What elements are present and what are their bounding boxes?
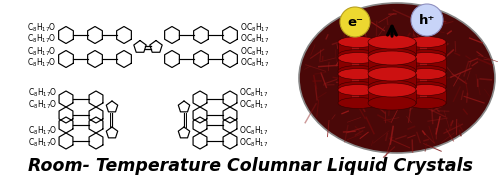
Ellipse shape	[406, 69, 446, 79]
Polygon shape	[420, 58, 427, 71]
Polygon shape	[368, 58, 416, 71]
Text: $\mathregular{OC_8H_{17}}$: $\mathregular{OC_8H_{17}}$	[240, 22, 269, 34]
Polygon shape	[406, 74, 446, 87]
Polygon shape	[368, 90, 416, 103]
Ellipse shape	[406, 81, 446, 93]
Polygon shape	[406, 58, 446, 71]
Text: $\mathregular{C_8H_{17}O}$: $\mathregular{C_8H_{17}O}$	[27, 33, 56, 45]
Ellipse shape	[406, 98, 446, 108]
Text: $\mathregular{C_8H_{17}O}$: $\mathregular{C_8H_{17}O}$	[28, 137, 57, 149]
Ellipse shape	[368, 48, 416, 62]
Ellipse shape	[368, 80, 416, 94]
Text: $\mathregular{OC_8H_{17}}$: $\mathregular{OC_8H_{17}}$	[240, 33, 269, 45]
Ellipse shape	[338, 84, 378, 96]
Ellipse shape	[406, 52, 446, 64]
Text: $\mathregular{OC_8H_{17}}$: $\mathregular{OC_8H_{17}}$	[240, 57, 269, 69]
Polygon shape	[406, 90, 446, 103]
Circle shape	[411, 4, 443, 36]
Polygon shape	[352, 42, 359, 55]
Ellipse shape	[338, 52, 378, 64]
Ellipse shape	[299, 3, 495, 153]
Ellipse shape	[338, 69, 378, 79]
Text: $\mathregular{OC_8H_{17}}$: $\mathregular{OC_8H_{17}}$	[239, 87, 268, 99]
Text: $\mathregular{C_8H_{17}O}$: $\mathregular{C_8H_{17}O}$	[27, 22, 56, 34]
Text: $\mathregular{C_8H_{17}O}$: $\mathregular{C_8H_{17}O}$	[28, 125, 57, 137]
Ellipse shape	[338, 98, 378, 108]
Ellipse shape	[368, 51, 416, 65]
Circle shape	[340, 7, 370, 37]
Ellipse shape	[406, 50, 446, 61]
Polygon shape	[368, 74, 416, 87]
Polygon shape	[385, 58, 393, 71]
Text: $\mathregular{C_8H_{17}O}$: $\mathregular{C_8H_{17}O}$	[27, 57, 56, 69]
Text: $\mathregular{OC_8H_{17}}$: $\mathregular{OC_8H_{17}}$	[240, 46, 269, 58]
Ellipse shape	[338, 50, 378, 61]
Ellipse shape	[368, 83, 416, 97]
Ellipse shape	[368, 67, 416, 81]
Polygon shape	[385, 90, 393, 103]
Polygon shape	[385, 74, 393, 87]
Polygon shape	[406, 42, 446, 55]
Ellipse shape	[338, 81, 378, 93]
Polygon shape	[385, 42, 393, 55]
Ellipse shape	[368, 35, 416, 49]
Text: $\mathregular{C_8H_{17}O}$: $\mathregular{C_8H_{17}O}$	[28, 87, 57, 99]
Text: $\mathregular{C_8H_{17}O}$: $\mathregular{C_8H_{17}O}$	[28, 99, 57, 111]
Ellipse shape	[338, 66, 378, 76]
Polygon shape	[420, 42, 427, 55]
Ellipse shape	[338, 37, 378, 47]
Ellipse shape	[368, 64, 416, 78]
Text: Room- Temperature Columnar Liquid Crystals: Room- Temperature Columnar Liquid Crysta…	[28, 157, 472, 175]
Text: $\mathregular{C_8H_{17}O}$: $\mathregular{C_8H_{17}O}$	[27, 46, 56, 58]
Polygon shape	[338, 42, 378, 55]
Polygon shape	[420, 74, 427, 87]
Text: e⁻: e⁻	[347, 16, 363, 28]
Polygon shape	[352, 58, 359, 71]
Text: $\mathregular{OC_8H_{17}}$: $\mathregular{OC_8H_{17}}$	[239, 137, 268, 149]
Ellipse shape	[406, 84, 446, 96]
Polygon shape	[338, 74, 378, 87]
Polygon shape	[368, 42, 416, 55]
Polygon shape	[420, 90, 427, 103]
Ellipse shape	[406, 37, 446, 47]
Text: h⁺: h⁺	[419, 13, 435, 26]
Polygon shape	[338, 90, 378, 103]
Polygon shape	[352, 90, 359, 103]
Ellipse shape	[368, 96, 416, 110]
Text: $\mathregular{OC_8H_{17}}$: $\mathregular{OC_8H_{17}}$	[239, 125, 268, 137]
Ellipse shape	[406, 66, 446, 76]
Polygon shape	[338, 58, 378, 71]
Polygon shape	[352, 74, 359, 87]
Text: $\mathregular{OC_8H_{17}}$: $\mathregular{OC_8H_{17}}$	[239, 99, 268, 111]
